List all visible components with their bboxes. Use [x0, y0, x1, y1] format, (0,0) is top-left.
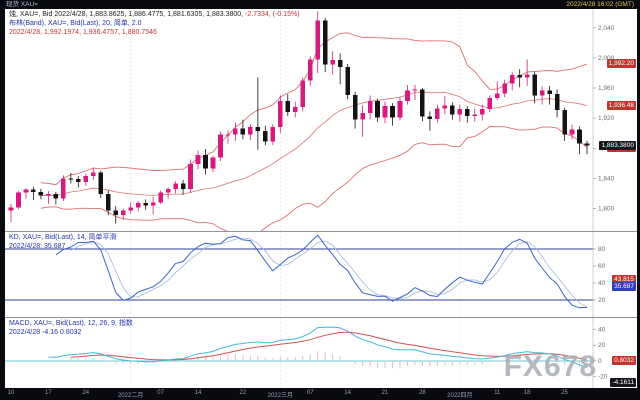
svg-text:0: 0	[598, 358, 602, 365]
macd-value-badge: -4.1611	[610, 378, 636, 387]
panel-separator	[5, 231, 637, 232]
svg-text:60: 60	[598, 263, 606, 270]
x-axis-label: 22	[239, 390, 247, 396]
kdj-k-badge: 35.687	[612, 282, 636, 292]
svg-text:1,920: 1,920	[598, 115, 615, 122]
svg-text:2,000: 2,000	[598, 55, 615, 62]
top-bar: 现货 XAU= 2022/4/28 16:02 (GMT)	[0, 0, 640, 9]
panel-separator	[5, 317, 637, 318]
x-axis-label: 10	[7, 390, 15, 396]
x-axis-label: 11	[494, 390, 501, 396]
x-axis-label: 2022二月	[118, 393, 144, 399]
x-axis-label: 2022三月	[267, 393, 293, 399]
svg-text:20: 20	[598, 342, 606, 349]
svg-text:1,840: 1,840	[598, 175, 615, 182]
x-axis-label: 25	[561, 390, 568, 396]
svg-text:40: 40	[598, 280, 606, 287]
svg-text:20: 20	[598, 297, 606, 304]
instrument-label: 现货 XAU=	[6, 1, 38, 8]
x-axis-label: 07	[157, 390, 164, 396]
x-axis-label: 14	[344, 390, 351, 396]
macd-chart[interactable]: 40 20 0 -20	[5, 318, 637, 388]
x-axis-label: 28	[419, 390, 426, 396]
last-price-badge: 1,883.3800	[599, 141, 636, 151]
boll-upper-badge: 1,992.20	[606, 59, 636, 69]
svg-text:1,960: 1,960	[598, 85, 615, 92]
svg-text:1,800: 1,800	[598, 205, 615, 212]
boll-mid-badge: 1,936.48	[606, 101, 636, 111]
kdj-d-badge: 43.815	[612, 275, 636, 285]
x-axis-label: 2022四月	[447, 393, 473, 399]
svg-text:80: 80	[598, 246, 606, 253]
x-axis-label: 14	[194, 390, 202, 396]
x-axis-label: 24	[82, 390, 90, 396]
x-axis-label: 21	[381, 390, 389, 396]
x-axis-label: 18	[523, 390, 531, 396]
kdj-indicator-panel[interactable]: 80 60 40 20 KD, XAU=, Bid(Last), 14, 简单平滑 2…	[5, 232, 637, 317]
svg-text:40: 40	[598, 327, 606, 334]
macd-signal-badge: 0.8032	[612, 355, 636, 365]
kdj-chart[interactable]: 80 60 40 20	[5, 232, 637, 317]
svg-text:-20: -20	[598, 373, 608, 380]
x-axis-label: 07	[306, 390, 314, 396]
macd-indicator-panel[interactable]: 40 20 0 -20 MACD, XAU=, Bid(Last), 12, 26, …	[5, 318, 637, 388]
x-axis-label: 17	[45, 390, 52, 396]
timestamp-label: 2022/4/28 16:02 (GMT)	[566, 1, 634, 8]
x-axis-timeline[interactable]: 10 17 24 2022二月 07 14 22 2022三月 07 14 21 28 2022四月 11…	[5, 388, 637, 400]
svg-text:2,040: 2,040	[598, 25, 615, 32]
